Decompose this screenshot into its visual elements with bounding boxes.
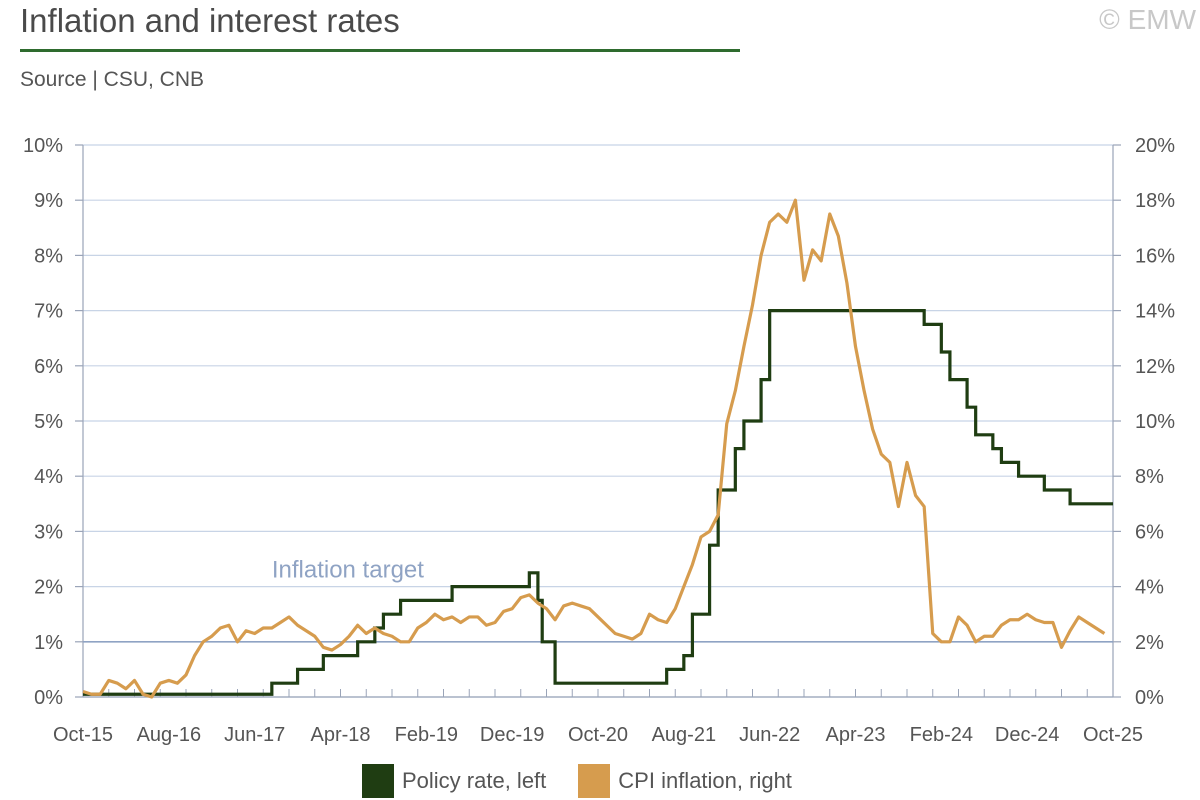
legend-swatch-cpi [578, 764, 611, 798]
legend-label-policy-rate: Policy rate, left [402, 768, 547, 793]
source-note: Source | CSU, CNB [20, 68, 205, 91]
legend-label-cpi: CPI inflation, right [618, 768, 792, 793]
x-tick-label: Aug-21 [652, 724, 717, 746]
x-tick-label: Oct-15 [53, 724, 113, 746]
policy-rate-line [83, 309, 1113, 696]
x-tick-label: Dec-19 [480, 724, 544, 746]
y-right-tick-label: 14% [1135, 301, 1175, 323]
x-tick-label: Dec-24 [995, 724, 1059, 746]
x-tick-label: Jun-17 [224, 724, 285, 746]
legend-swatch-policy-rate [362, 764, 394, 798]
y-right-tick-label: 16% [1135, 245, 1175, 267]
y-left-tick-label: 5% [34, 411, 63, 433]
y-right-tick-label: 2% [1135, 632, 1164, 654]
y-right-tick-label: 6% [1135, 521, 1164, 543]
x-tick-label: Jun-22 [739, 724, 800, 746]
copyright-mark: © EMW [1099, 4, 1196, 35]
y-right-tick-label: 20% [1135, 135, 1175, 157]
y-left-tick-label: 4% [34, 466, 63, 488]
x-tick-label: Feb-24 [910, 724, 973, 746]
y-right-tick-label: 10% [1135, 411, 1175, 433]
y-left-tick-label: 9% [34, 190, 63, 212]
cpi-inflation-line [82, 198, 1106, 699]
inflation-target-label: Inflation target [272, 557, 424, 584]
x-tick-label: Feb-19 [395, 724, 458, 746]
y-right-tick-label: 4% [1135, 577, 1164, 599]
y-right-tick-label: 8% [1135, 466, 1164, 488]
y-left-tick-label: 7% [34, 301, 63, 323]
y-right-tick-label: 18% [1135, 190, 1175, 212]
x-tick-label: Oct-25 [1083, 724, 1143, 746]
y-left-tick-label: 8% [34, 245, 63, 267]
y-left-tick-label: 10% [23, 135, 63, 157]
y-left-tick-label: 3% [34, 521, 63, 543]
chart-title: Inflation and interest rates [20, 2, 400, 39]
title-underline [20, 49, 740, 52]
x-tick-label: Apr-23 [825, 724, 885, 746]
x-tick-label: Aug-16 [137, 724, 202, 746]
legend-item-cpi: CPI inflation, right [578, 764, 792, 798]
y-left-tick-label: 0% [34, 687, 63, 709]
y-right-tick-label: 0% [1135, 687, 1164, 709]
x-tick-label: Oct-20 [568, 724, 628, 746]
y-left-tick-label: 1% [34, 632, 63, 654]
y-right-tick-label: 12% [1135, 356, 1175, 378]
x-tick-label: Apr-18 [310, 724, 370, 746]
y-left-tick-label: 6% [34, 356, 63, 378]
y-left-tick-label: 2% [34, 577, 63, 599]
legend-item-policy-rate: Policy rate, left [362, 764, 546, 798]
chart-legend: Policy rate, left CPI inflation, right [362, 764, 824, 798]
